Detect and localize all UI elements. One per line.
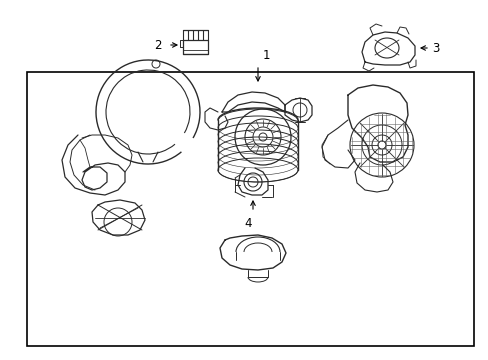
Text: 2: 2: [154, 39, 162, 51]
Text: 1: 1: [263, 49, 270, 62]
Text: 4: 4: [244, 217, 251, 230]
Bar: [27, 72, 473, 346]
Text: 3: 3: [431, 41, 439, 54]
